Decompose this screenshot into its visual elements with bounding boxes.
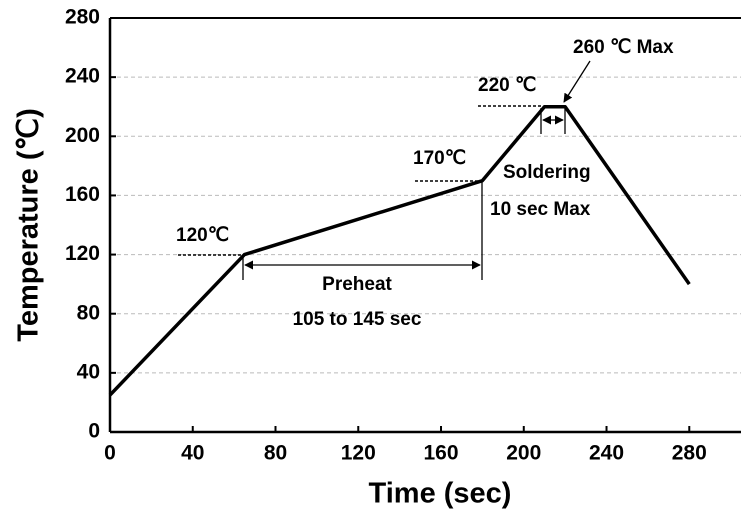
line-series [108,104,691,397]
annotation: 260 ℃ Max [573,37,674,58]
arrow [563,60,591,103]
y-tick-label: 240 [65,65,100,88]
x-tick-label: 120 [341,442,376,465]
annotation: Preheat [322,274,392,295]
y-tick-label: 280 [65,6,100,29]
y-tick-label: 0 [88,420,100,443]
annotation: 170℃ [413,148,466,169]
annotation: 120℃ [176,225,229,246]
y-tick-label: 80 [77,301,100,324]
annotation: 220 ℃ [478,75,536,96]
annotation: 10 sec Max [490,199,591,220]
x-tick-label: 160 [423,442,458,465]
x-tick-label: 80 [264,442,287,465]
x-tick-label: 200 [506,442,541,465]
x-tick-label: 280 [672,442,707,465]
x-tick-label: 0 [104,442,116,465]
x-tick-label: 240 [589,442,624,465]
y-tick-label: 120 [65,242,100,265]
x-axis-title: Time (sec) [369,478,512,510]
y-tick-label: 160 [65,183,100,206]
y-axis-title: Temperature (℃) [13,108,45,341]
y-tick-label: 200 [65,124,100,147]
y-tick-label: 40 [77,360,100,383]
annotation: 105 to 145 sec [293,309,422,330]
x-tick-label: 40 [181,442,204,465]
annotation: Soldering [503,162,591,183]
